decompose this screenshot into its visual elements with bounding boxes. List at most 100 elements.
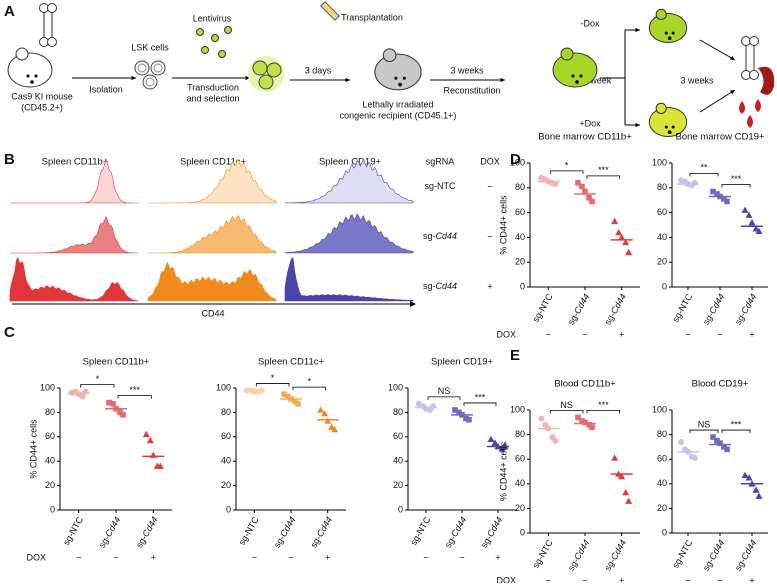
significance-bracket: [586, 409, 621, 414]
data-point: [120, 412, 126, 418]
dox-sign: −: [717, 575, 722, 583]
data-point: [678, 438, 684, 445]
data-point: [552, 437, 559, 444]
x-tick-label: sg-Cd44: [603, 292, 629, 326]
mouse-nose: [30, 80, 34, 84]
y-tick-label: 60: [515, 207, 525, 217]
dox-sign: −: [546, 329, 551, 339]
significance-label: NS: [698, 419, 711, 429]
x-tick-label: sg-NTC: [531, 292, 555, 324]
data-point: [717, 440, 723, 447]
y-tick-label: 20: [45, 480, 55, 490]
y-tick-label: 20: [221, 480, 231, 490]
data-point: [724, 198, 730, 205]
column-title: Spleen CD19+: [319, 157, 382, 168]
caption: -Dox: [580, 18, 600, 28]
data-point: [538, 415, 545, 422]
y-tick-label: 100: [510, 157, 525, 167]
data-point: [721, 444, 727, 450]
caption: (CD45.2+): [21, 102, 63, 112]
data-point: [295, 401, 301, 407]
mouse-ear: [655, 8, 667, 20]
row-dox: −: [487, 181, 492, 191]
caption: Transduction: [187, 82, 239, 92]
bone-end: [47, 37, 57, 47]
data-point: [463, 415, 469, 422]
significance-bracket: [427, 396, 461, 400]
data-point: [618, 233, 626, 241]
mouse-eye: [34, 74, 38, 78]
y-tick-label: 40: [657, 478, 667, 488]
y-tick-label: 40: [393, 456, 403, 466]
significance-label: ***: [731, 419, 742, 429]
caption: Isolation: [89, 84, 123, 94]
blood-drop: [739, 101, 745, 114]
y-tick-label: 0: [520, 281, 525, 291]
mouse-nose: [398, 82, 402, 87]
mouse-eye: [579, 74, 583, 78]
y-tick-label: 80: [657, 429, 667, 439]
y-tick-label: 100: [216, 382, 231, 392]
x-tick-label: sg-Cd44: [272, 515, 298, 549]
virus: [201, 46, 209, 54]
histogram: [147, 261, 277, 302]
histogram: [284, 257, 414, 302]
data-point: [721, 196, 727, 202]
mouse-ear: [560, 47, 574, 61]
mouse-eye: [664, 31, 668, 35]
significance-bracket: [586, 175, 621, 179]
mouse-eye: [671, 31, 675, 35]
y-tick-label: 60: [657, 207, 667, 217]
dox-sign: −: [582, 575, 587, 583]
mouse-body: [552, 52, 598, 88]
transduced-cell: [266, 62, 282, 78]
arrow-head: [500, 77, 505, 83]
y-tick-label: 0: [520, 527, 525, 537]
arrow-head: [410, 301, 416, 307]
mouse-eye: [571, 74, 575, 78]
data-point: [622, 488, 630, 496]
significance-bracket: [463, 402, 497, 406]
dox-sign: −: [459, 552, 464, 562]
histogram: [148, 159, 277, 204]
significance-label: ***: [598, 165, 609, 175]
data-point: [321, 410, 329, 417]
data-point: [618, 472, 626, 480]
caption: LSK cells: [131, 42, 169, 52]
histogram: [284, 158, 414, 204]
data-point: [552, 181, 559, 188]
y-axis-label: % CD44+ cells: [498, 441, 508, 501]
data-point: [146, 436, 154, 444]
x-tick-label: sg-NTC: [61, 515, 85, 547]
dox-sign: −: [685, 575, 690, 583]
y-tick-label: 80: [657, 182, 667, 192]
significance-label: NS: [560, 400, 573, 410]
mouse-eye: [664, 125, 668, 129]
chart-title: Bone marrow CD19+: [676, 132, 765, 143]
x-tick-label: sg-Cd44: [479, 515, 505, 549]
data-point: [579, 418, 585, 424]
y-tick-label: 20: [393, 480, 403, 490]
y-tick-label: 60: [515, 454, 525, 464]
data-point: [142, 430, 150, 438]
significance-bracket: [689, 429, 719, 434]
y-tick-label: 20: [515, 257, 525, 267]
cell-core: [137, 63, 147, 73]
mouse-eye: [671, 125, 675, 129]
arrow-head: [131, 75, 136, 81]
significance-label: ***: [129, 385, 140, 395]
panel-label: C: [4, 324, 15, 341]
panel-label: E: [510, 347, 520, 364]
x-tick-label: sg-Cd44: [566, 292, 592, 326]
data-point: [692, 454, 698, 461]
data-point: [487, 435, 495, 443]
x-tick-label: sg-Cd44: [309, 515, 335, 549]
data-point: [589, 424, 595, 431]
data-point: [586, 194, 592, 201]
cell: [134, 60, 150, 76]
mouse-body: [648, 107, 688, 137]
significance-label: ***: [598, 400, 609, 410]
data-point: [582, 419, 588, 426]
virus: [196, 28, 204, 36]
